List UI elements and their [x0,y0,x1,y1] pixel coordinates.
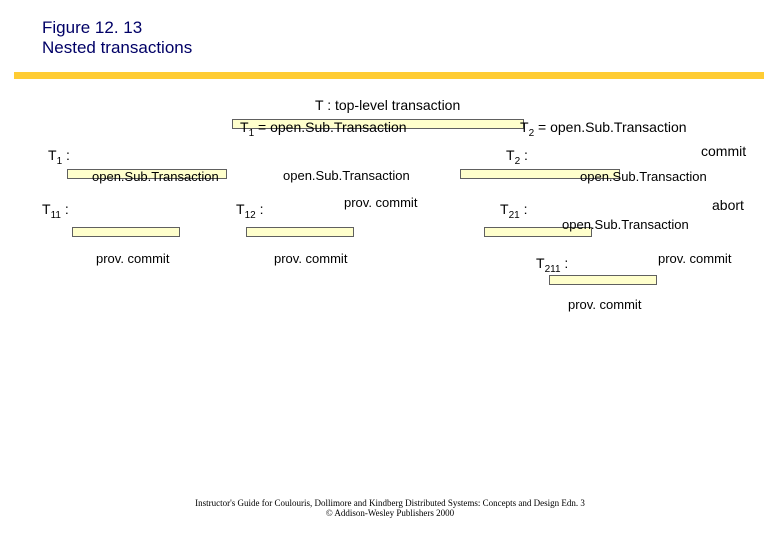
abort-label: abort [712,197,744,213]
nested-transactions-diagram: T : top-level transaction T1 = open.Sub.… [0,79,780,439]
ost-2: open.Sub.Transaction [283,168,410,183]
t2-eq: T2 = open.Sub.Transaction [520,119,687,139]
t211-label: T211 : [536,255,568,275]
ost-4: open.Sub.Transaction [562,217,689,232]
footer-line-2: © Addison-Wesley Publishers 2000 [0,508,780,518]
footer-citation: Instructor's Guide for Coulouris, Dollim… [0,498,780,518]
ost-1: open.Sub.Transaction [92,169,219,184]
rect-t12 [246,227,354,237]
prov-t11: prov. commit [96,251,169,266]
title-line-2: Nested transactions [42,38,780,58]
rect-t211 [549,275,657,285]
prov-t211: prov. commit [658,251,731,266]
ost-3: open.Sub.Transaction [580,169,707,184]
t12-label: T12 : [236,201,263,221]
toplevel-label: T : top-level transaction [315,97,460,113]
t1-label: T1 : [48,147,70,167]
separator-bar [14,72,764,79]
figure-title: Figure 12. 13 Nested transactions [0,0,780,64]
footer-line-1: Instructor's Guide for Coulouris, Dollim… [0,498,780,508]
rect-t11 [72,227,180,237]
prov-commit-mid: prov. commit [344,195,417,210]
title-line-1: Figure 12. 13 [42,18,780,38]
commit-label: commit [701,143,746,159]
prov-bottom: prov. commit [568,297,641,312]
t1-eq: T1 = open.Sub.Transaction [240,119,407,139]
t21-label: T21 : [500,201,527,221]
prov-t12: prov. commit [274,251,347,266]
t2-label: T2 : [506,147,528,167]
t11-label: T11 : [42,201,69,221]
